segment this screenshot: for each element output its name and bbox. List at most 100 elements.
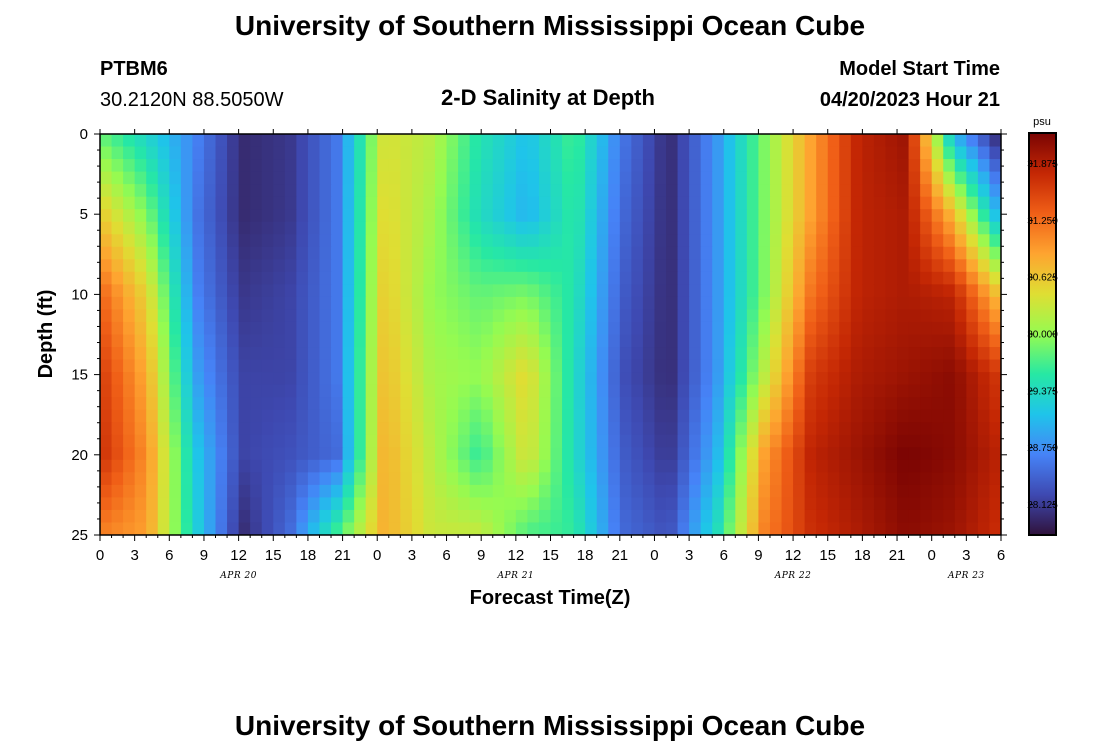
- heatmap-cell: [585, 497, 598, 511]
- heatmap-cell: [977, 171, 991, 185]
- heatmap-cell: [342, 484, 355, 499]
- heatmap-cell: [319, 321, 332, 336]
- heatmap-cell: [943, 259, 956, 273]
- heatmap-cell: [342, 384, 355, 398]
- heatmap-cell: [850, 397, 863, 411]
- heatmap-cell: [192, 309, 205, 323]
- heatmap-cell: [816, 347, 829, 361]
- heatmap-cell: [839, 434, 852, 448]
- heatmap-cell: [423, 509, 436, 524]
- heatmap-cell: [897, 522, 910, 535]
- heatmap-cell: [319, 497, 332, 511]
- heatmap-cell: [966, 246, 979, 260]
- heatmap-cell: [307, 384, 321, 398]
- heatmap-cell: [481, 522, 494, 535]
- heatmap-cell: [943, 409, 956, 423]
- heatmap-cell: [585, 196, 598, 210]
- heatmap-cell: [377, 196, 390, 210]
- heatmap-cell: [227, 134, 240, 148]
- heatmap-cell: [238, 372, 251, 386]
- heatmap-cell: [596, 284, 609, 298]
- heatmap-cell: [827, 309, 840, 323]
- heatmap-cell: [261, 221, 274, 235]
- heatmap-cell: [885, 284, 898, 298]
- heatmap-cell: [238, 196, 251, 210]
- heatmap-cell: [134, 209, 147, 223]
- heatmap-cell: [885, 472, 898, 486]
- heatmap-cell: [735, 196, 748, 210]
- x-tick-label: 0: [928, 547, 936, 564]
- heatmap-cell: [492, 484, 505, 499]
- heatmap-cell: [538, 497, 552, 511]
- heatmap-cell: [873, 196, 887, 210]
- model-start-label: Model Start Time: [839, 58, 1000, 80]
- heatmap-cell: [388, 271, 401, 285]
- heatmap-cell: [307, 246, 321, 260]
- heatmap-cell: [839, 347, 852, 361]
- heatmap-cell: [538, 409, 552, 423]
- heatmap-cell: [816, 359, 829, 373]
- heatmap-cell: [111, 372, 124, 386]
- heatmap-cell: [273, 196, 286, 210]
- heatmap-cell: [735, 459, 748, 473]
- heatmap-cell: [746, 522, 760, 535]
- heatmap-cell: [354, 484, 367, 499]
- heatmap-cell: [689, 196, 702, 210]
- heatmap-cell: [631, 372, 644, 386]
- heatmap-cell: [492, 159, 505, 173]
- heatmap-cell: [180, 171, 194, 185]
- heatmap-cell: [388, 171, 401, 185]
- heatmap-cell: [873, 447, 887, 461]
- heatmap-cell: [377, 334, 390, 348]
- heatmap-cell: [966, 522, 979, 535]
- heatmap-cell: [954, 347, 967, 361]
- heatmap-cell: [180, 146, 194, 160]
- heatmap-cell: [989, 184, 1001, 198]
- heatmap-cell: [319, 196, 332, 210]
- heatmap-cell: [111, 284, 124, 298]
- heatmap-cell: [296, 347, 309, 361]
- heatmap-cell: [203, 459, 217, 473]
- heatmap-cell: [377, 397, 390, 411]
- heatmap-cell: [434, 497, 448, 511]
- heatmap-cell: [203, 234, 217, 248]
- heatmap-cell: [781, 434, 794, 448]
- heatmap-cell: [307, 134, 321, 148]
- heatmap-cell: [504, 309, 517, 323]
- heatmap-cell: [850, 422, 863, 436]
- heatmap-cell: [977, 209, 991, 223]
- heatmap-cell: [458, 509, 471, 524]
- heatmap-cell: [862, 259, 875, 273]
- heatmap-cell: [862, 271, 875, 285]
- heatmap-cell: [804, 296, 817, 311]
- heatmap-cell: [538, 459, 552, 473]
- heatmap-cell: [666, 409, 679, 423]
- heatmap-cell: [365, 447, 378, 461]
- heatmap-cell: [885, 497, 898, 511]
- heatmap-cell: [989, 309, 1001, 323]
- heatmap-cell: [123, 296, 136, 311]
- heatmap-cell: [388, 159, 401, 173]
- heatmap-cell: [481, 459, 494, 473]
- heatmap-cell: [111, 196, 124, 210]
- heatmap-cell: [943, 171, 956, 185]
- heatmap-cell: [100, 334, 113, 348]
- heatmap-cell: [331, 321, 344, 336]
- heatmap-cell: [712, 434, 725, 448]
- heatmap-cell: [804, 409, 817, 423]
- heatmap-cell: [920, 522, 933, 535]
- heatmap-cell: [862, 184, 875, 198]
- heatmap-cell: [354, 196, 367, 210]
- heatmap-cell: [100, 372, 113, 386]
- heatmap-cell: [146, 422, 159, 436]
- heatmap-cell: [527, 171, 540, 185]
- heatmap-cell: [642, 296, 656, 311]
- heatmap-cell: [596, 221, 609, 235]
- heatmap-cell: [481, 472, 494, 486]
- heatmap-cell: [816, 384, 829, 398]
- heatmap-cell: [550, 447, 563, 461]
- heatmap-cell: [885, 196, 898, 210]
- heatmap-cell: [307, 209, 321, 223]
- heatmap-cell: [758, 196, 771, 210]
- heatmap-cell: [781, 284, 794, 298]
